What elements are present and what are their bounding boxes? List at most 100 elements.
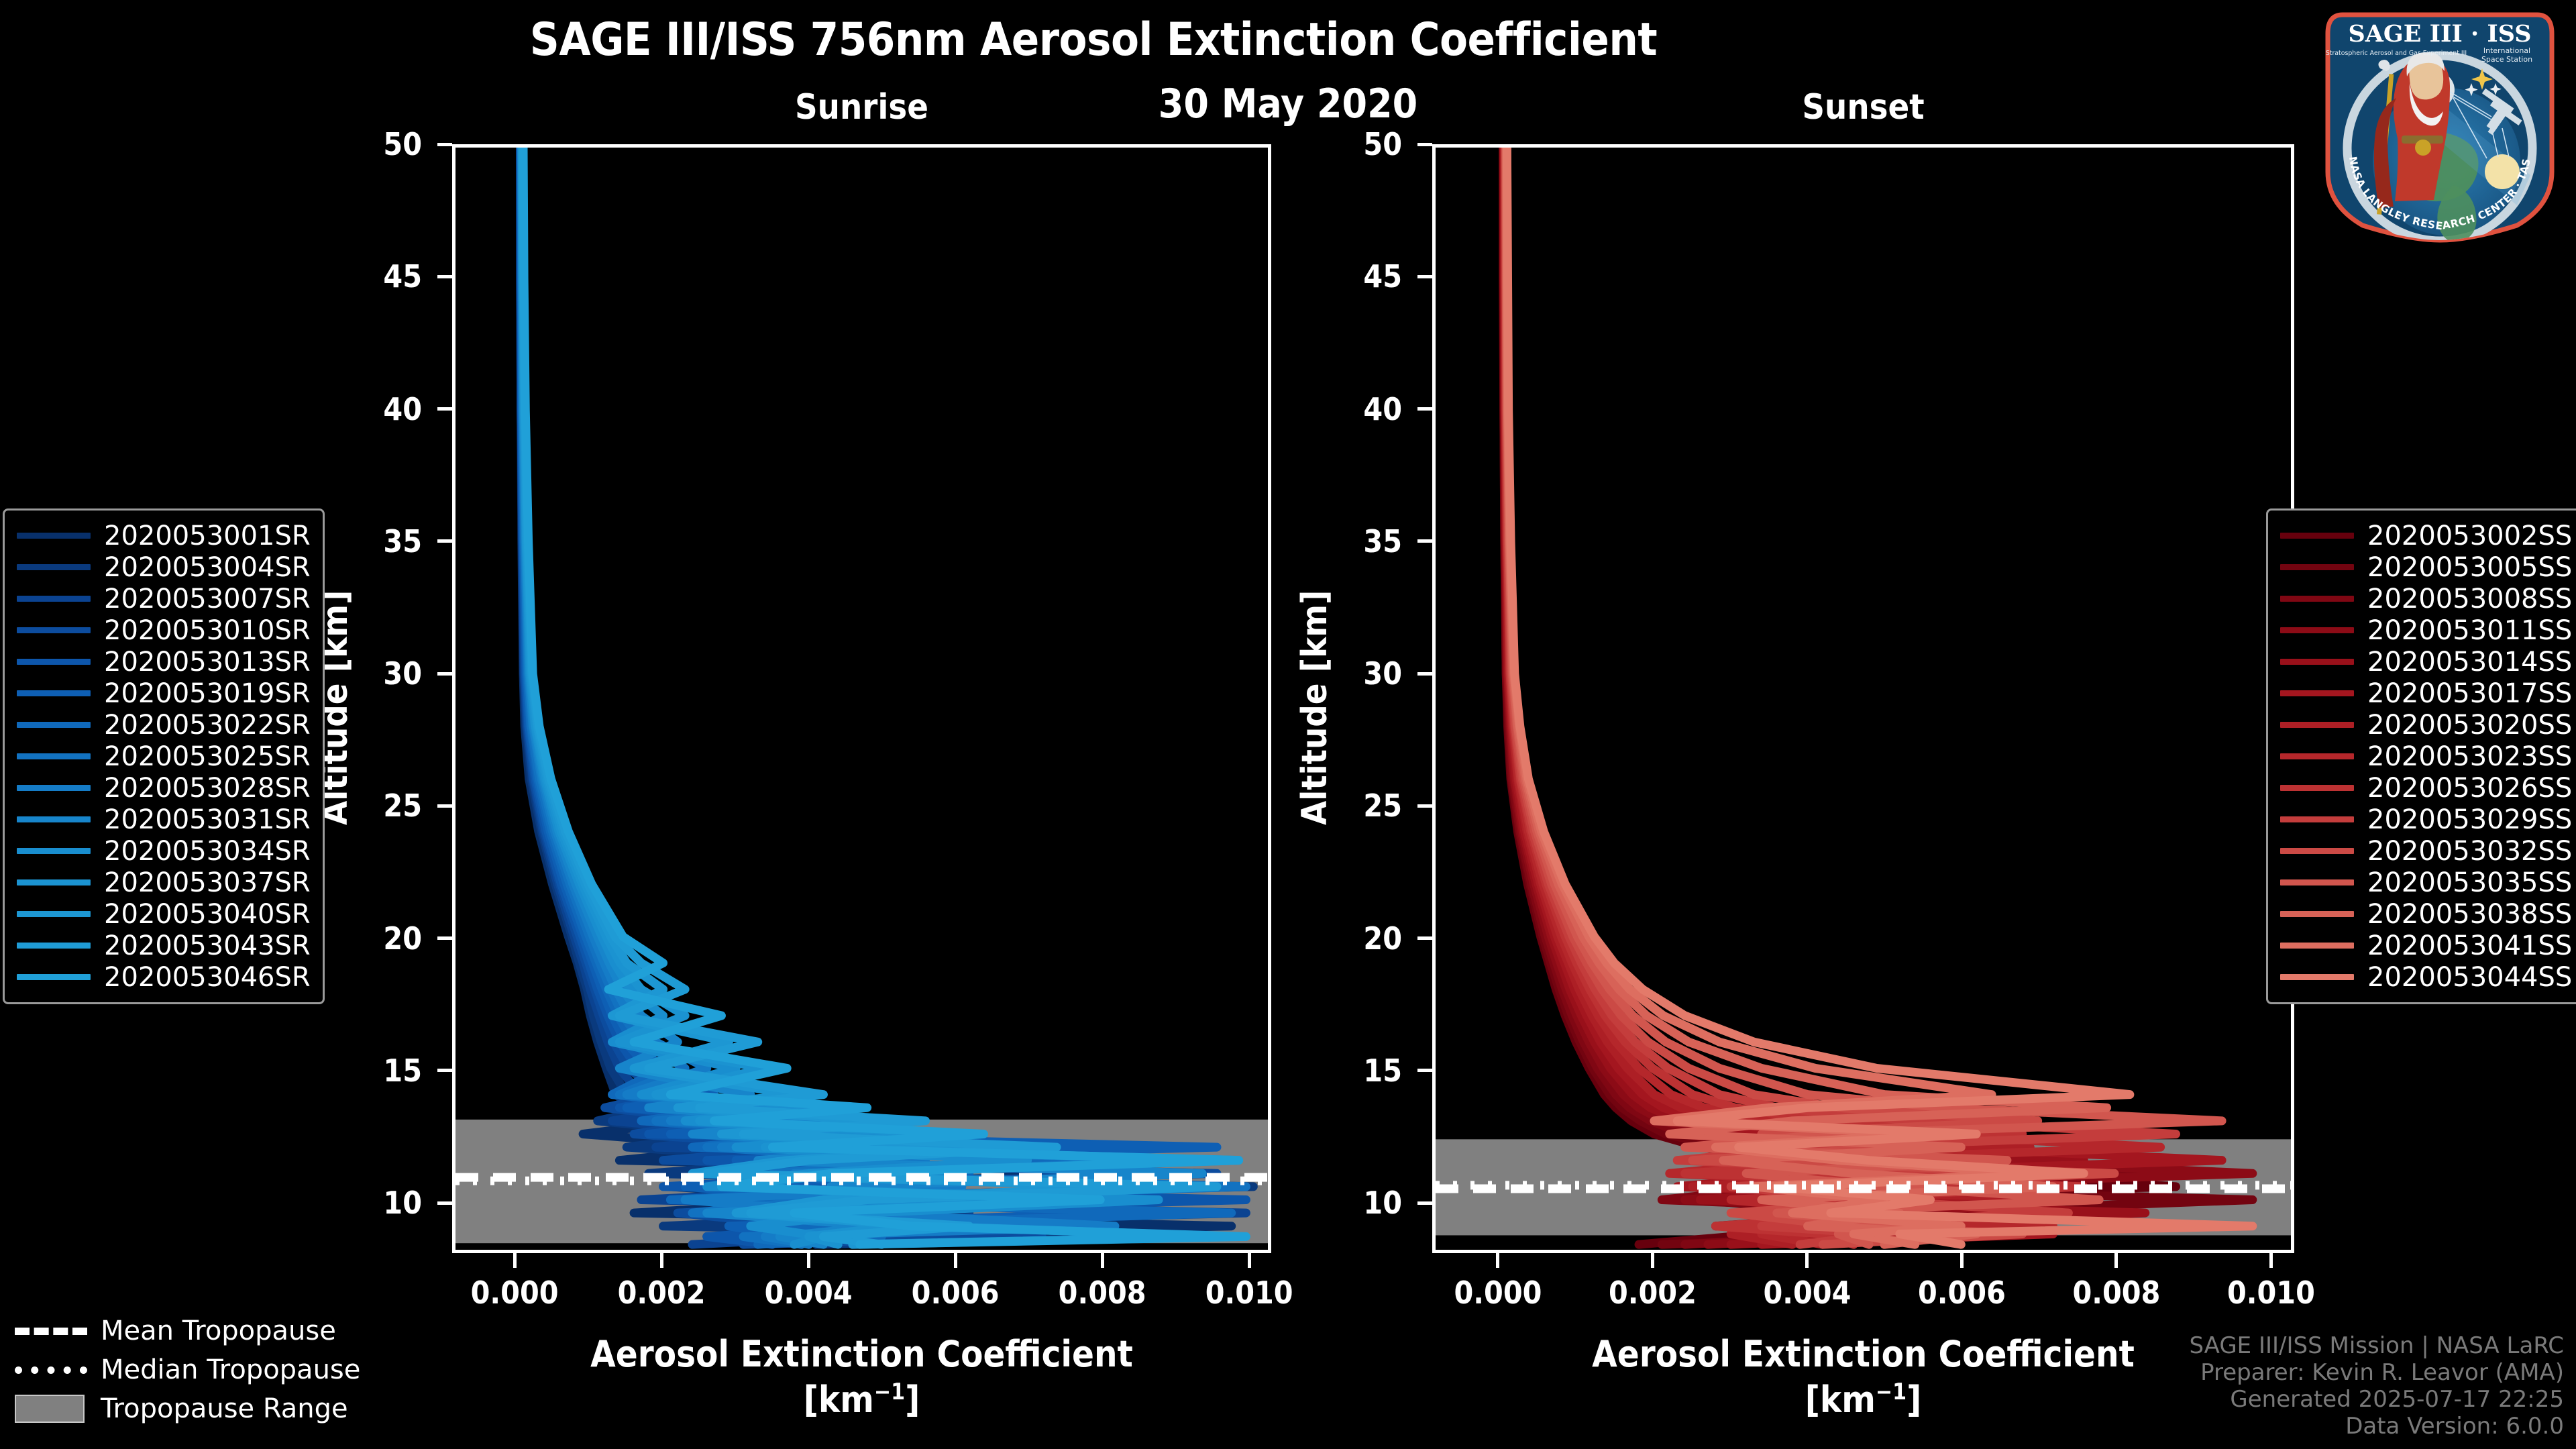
legend-item-2020053044ss[interactable]: 2020053044SS [2280,961,2572,993]
legend-item-2020053043sr[interactable]: 2020053043SR [17,930,311,961]
legend-label: 2020053038SS [2367,898,2573,930]
x-tick-mark [1650,1253,1654,1268]
legend-label-median-tropopause: Median Tropopause [101,1354,361,1385]
sunset-plot [1432,144,2294,1253]
legend-item-2020053013sr[interactable]: 2020053013SR [17,646,311,678]
legend-item-2020053023ss[interactable]: 2020053023SS [2280,741,2572,772]
legend-item-2020053037sr[interactable]: 2020053037SR [17,867,311,898]
y-tick-mark [437,804,452,808]
legend-color-swatch [17,627,91,633]
y-tick-label: 10 [383,1185,422,1222]
legend-label: 2020053008SS [2367,583,2573,614]
legend-color-swatch [17,911,91,917]
y-tick-label: 40 [383,390,422,427]
legend-item-2020053038ss[interactable]: 2020053038SS [2280,898,2572,930]
legend-item-2020053034sr[interactable]: 2020053034SR [17,835,311,867]
legend-label: 2020053031SR [104,804,311,835]
legend-color-swatch [2280,690,2354,696]
legend-item-2020053020ss[interactable]: 2020053020SS [2280,709,2572,741]
sunrise-panel-title: Sunrise [794,87,928,127]
sunset-legend[interactable]: 2020053002SS 2020053005SS 2020053008SS 2020… [2266,508,2576,1004]
x-tick-label: 0.008 [2072,1275,2161,1311]
legend-color-swatch [2280,533,2354,539]
legend-item-2020053004sr[interactable]: 2020053004SR [17,551,311,583]
legend-label-mean-tropopause: Mean Tropopause [101,1316,336,1346]
x-tick-mark [953,1253,957,1268]
legend-item-2020053041ss[interactable]: 2020053041SS [2280,930,2572,961]
y-tick-mark [1417,1069,1432,1073]
legend-item-2020053046sr[interactable]: 2020053046SR [17,961,311,993]
legend-item-2020053035ss[interactable]: 2020053035SS [2280,867,2572,898]
legend-item-2020053019sr[interactable]: 2020053019SR [17,678,311,709]
legend-item-2020053005ss[interactable]: 2020053005SS [2280,551,2572,583]
legend-label: 2020053011SS [2367,614,2573,646]
y-tick-label: 45 [383,258,422,295]
credit-line-mission: SAGE III/ISS Mission | NASA LaRC [2189,1332,2564,1359]
y-tick-mark [1417,672,1432,676]
sunrise-plot [452,144,1271,1253]
sun [2485,154,2520,189]
x-tick-label: 0.002 [1608,1275,1697,1311]
sunrise-legend[interactable]: 2020053001SR 2020053004SR 2020053007SR 2020… [3,508,325,1004]
sage-iii-iss-mission-patch-logo: SAGE III · ISS Stratospheric Aerosol and… [2312,0,2564,246]
y-tick-mark [437,539,452,543]
legend-item-2020053022sr[interactable]: 2020053022SR [17,709,311,741]
legend-label: 2020053034SR [104,835,311,867]
legend-item-2020053028sr[interactable]: 2020053028SR [17,772,311,804]
legend-item-2020053032ss[interactable]: 2020053032SS [2280,835,2572,867]
y-tick-label: 25 [1363,788,1402,824]
profile-line [517,148,1250,1249]
dashed-line-icon [15,1327,87,1335]
y-tick-mark [437,407,452,411]
legend-color-swatch [2280,722,2354,728]
legend-label: 2020053032SS [2367,835,2573,867]
legend-label: 2020053013SR [104,646,311,678]
legend-label: 2020053022SR [104,709,311,741]
y-tick-label: 25 [383,788,422,824]
legend-label-tropopause-range: Tropopause Range [101,1393,348,1424]
x-tick-mark [806,1253,810,1268]
x-tick-mark [513,1253,517,1268]
x-tick-label: 0.002 [617,1275,706,1311]
sunset-panel-title: Sunset [1802,87,1925,127]
y-tick-label: 30 [383,655,422,692]
page-title: SAGE III/ISS 756nm Aerosol Extinction Co… [529,13,1658,66]
legend-item-2020053001sr[interactable]: 2020053001SR [17,520,311,551]
legend-color-swatch [17,974,91,980]
legend-item-2020053025sr[interactable]: 2020053025SR [17,741,311,772]
legend-color-swatch [17,596,91,602]
legend-color-swatch [2280,627,2354,633]
legend-item-2020053014ss[interactable]: 2020053014SS [2280,646,2572,678]
legend-item-2020053031sr[interactable]: 2020053031SR [17,804,311,835]
y-tick-mark [1417,407,1432,411]
y-tick-mark [437,1201,452,1205]
y-tick-mark [437,1069,452,1073]
legend-label: 2020053014SS [2367,646,2573,678]
legend-label: 2020053002SS [2367,520,2573,551]
legend-label: 2020053001SR [104,520,311,551]
legend-color-swatch [17,816,91,822]
credit-line-generated: Generated 2025-07-17 22:25 [2230,1385,2564,1413]
legend-label: 2020053043SR [104,930,311,961]
legend-item-2020053026ss[interactable]: 2020053026SS [2280,772,2572,804]
legend-item-2020053017ss[interactable]: 2020053017SS [2280,678,2572,709]
legend-item-2020053029ss[interactable]: 2020053029SS [2280,804,2572,835]
y-tick-mark [437,274,452,278]
legend-label: 2020053017SS [2367,678,2573,709]
legend-item-2020053007sr[interactable]: 2020053007SR [17,583,311,614]
legend-item-2020053040sr[interactable]: 2020053040SR [17,898,311,930]
y-tick-mark [437,936,452,941]
legend-color-swatch [17,722,91,728]
legend-color-swatch [2280,659,2354,665]
legend-color-swatch [17,785,91,791]
legend-item-2020053002ss[interactable]: 2020053002SS [2280,520,2572,551]
legend-item-2020053010sr[interactable]: 2020053010SR [17,614,311,646]
legend-item-2020053011ss[interactable]: 2020053011SS [2280,614,2572,646]
legend-item-mean-tropopause: Mean Tropopause [15,1311,360,1350]
profile-line [1502,148,2257,1249]
legend-item-2020053008ss[interactable]: 2020053008SS [2280,583,2572,614]
x-tick-mark [2269,1253,2273,1268]
legend-label: 2020053020SS [2367,709,2573,741]
legend-color-swatch [17,753,91,759]
credits-block: SAGE III/ISS Mission | NASA LaRC Prepare… [2189,1332,2564,1440]
